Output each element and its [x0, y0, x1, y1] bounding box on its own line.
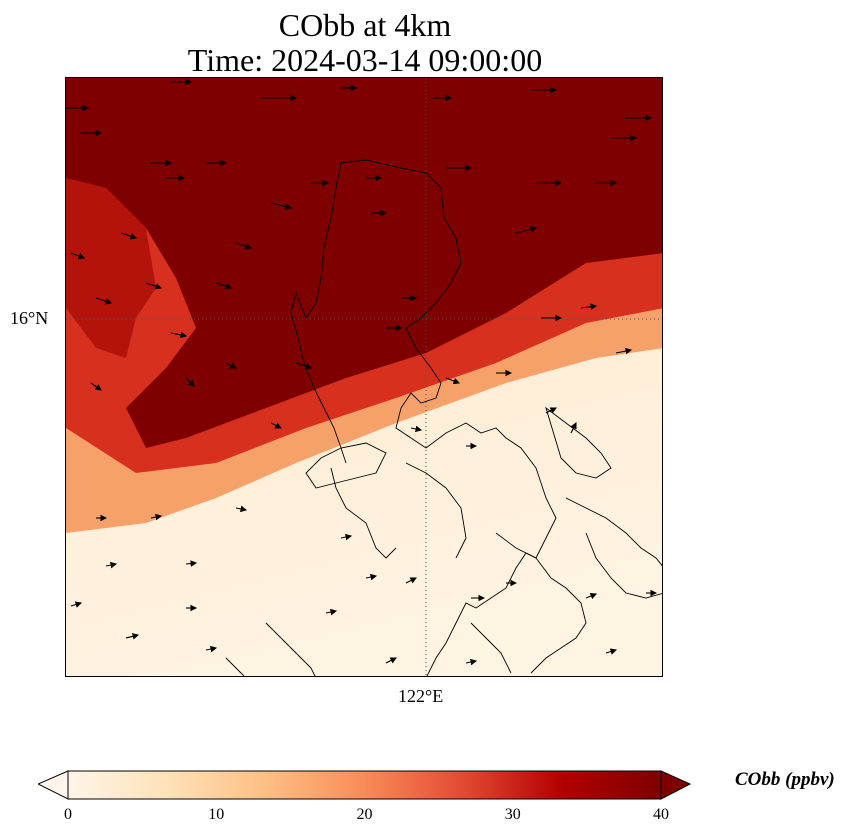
colorbar-tick-label: 30 — [504, 806, 521, 823]
wind-arrow — [95, 297, 113, 305]
wind-arrow — [150, 513, 163, 521]
colorbar-tick-label: 0 — [64, 806, 72, 823]
colorbar-extend-low — [38, 770, 69, 800]
wind-arrow — [225, 362, 237, 369]
wind-arrow — [185, 377, 195, 387]
map-time: Time: 2024-03-14 09:00:00 — [187, 42, 543, 78]
wind-vectors — [66, 78, 658, 666]
wind-arrow — [70, 601, 83, 608]
wind-arrow — [365, 573, 378, 581]
wind-arrow — [105, 561, 118, 569]
map-title: CObb at 4km — [278, 7, 452, 43]
map-panel — [65, 77, 663, 677]
lon-tick-label: 122°E — [398, 686, 444, 706]
wind-arrow — [215, 282, 233, 290]
colorbar-bar — [67, 770, 662, 800]
wind-arrow — [90, 382, 102, 391]
wind-arrow — [445, 377, 461, 385]
wind-arrow — [615, 347, 633, 355]
wind-arrow — [410, 425, 423, 433]
plume-dark-core — [66, 78, 662, 448]
colorbar-tick-label: 20 — [356, 806, 373, 823]
wind-arrow — [205, 645, 218, 653]
coastline — [225, 159, 662, 676]
wind-arrow — [585, 592, 598, 600]
lat-tick-label: 16°N — [10, 308, 49, 328]
wind-arrow — [405, 577, 417, 584]
colorbar-label: CObb (ppbv) — [735, 769, 835, 790]
wind-arrow — [270, 422, 282, 429]
colorbar-tick-label: 10 — [208, 806, 225, 823]
wind-arrow — [340, 533, 353, 541]
wind-arrow — [385, 657, 397, 664]
map-field — [66, 78, 662, 676]
wind-arrow — [125, 633, 140, 640]
colorbar — [38, 770, 692, 800]
wind-arrow — [235, 242, 253, 250]
wind-arrow — [465, 658, 478, 666]
wind-arrow — [170, 331, 188, 339]
wind-arrow — [145, 282, 163, 290]
wind-arrow — [580, 303, 598, 310]
colorbar-tick-label: 40 — [653, 806, 669, 823]
wind-arrow — [545, 407, 557, 414]
wind-arrow — [515, 226, 538, 234]
wind-arrow — [605, 648, 618, 655]
wind-arrow — [295, 362, 313, 370]
wind-arrow — [270, 202, 293, 210]
wind-arrow — [325, 608, 338, 616]
wind-arrow — [185, 560, 198, 567]
wind-arrow — [70, 252, 86, 260]
plume-dark-tail — [66, 178, 156, 358]
colorbar-extend-high — [660, 770, 692, 800]
wind-arrow — [570, 422, 577, 434]
wind-arrow — [120, 232, 138, 240]
wind-arrow — [235, 505, 248, 513]
